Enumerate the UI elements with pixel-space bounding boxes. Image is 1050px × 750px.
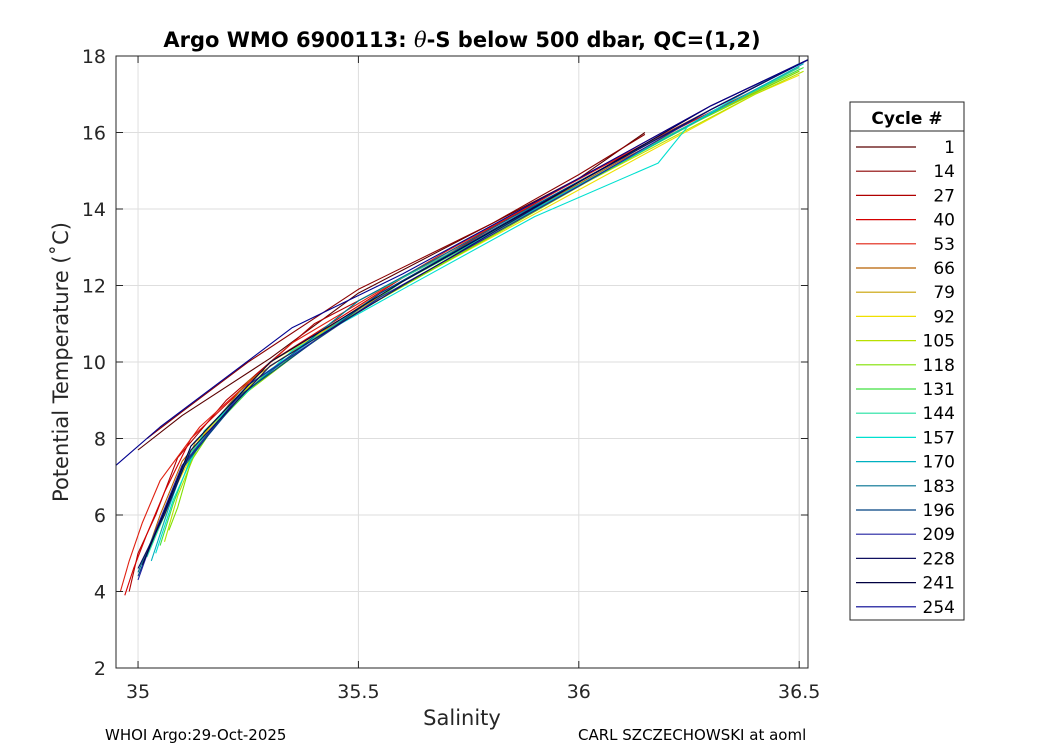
- legend-label-cycle-1: 1: [944, 138, 955, 158]
- series-line-cycle-53: [119, 63, 800, 592]
- legend-label-cycle-209: 209: [923, 525, 955, 545]
- y-axis-label: Potential Temperature (˚C): [49, 222, 73, 502]
- y-tick-label: 14: [82, 199, 106, 221]
- legend-label-cycle-79: 79: [933, 283, 955, 303]
- legend-label-cycle-105: 105: [923, 332, 955, 352]
- legend: Cycle # 1 14 27 40 53 66 79 92 105 118 131 144 157 17…: [849, 101, 965, 621]
- title-theta: θ: [414, 28, 427, 52]
- legend-label-cycle-228: 228: [923, 549, 955, 569]
- legend-label-cycle-66: 66: [933, 259, 955, 279]
- footer-left: WHOI Argo:29-Oct-2025: [105, 726, 286, 744]
- title-suffix: -S below 500 dbar, QC=(1,2): [427, 28, 761, 52]
- series-group: [115, 59, 809, 596]
- x-tick-label: 35.5: [337, 681, 379, 703]
- y-tick-label: 6: [94, 505, 106, 527]
- x-tick-label: 36: [567, 681, 591, 703]
- y-tick-label: 10: [82, 352, 106, 374]
- footer-right: CARL SZCZECHOWSKI at aoml: [578, 726, 806, 744]
- legend-label-cycle-144: 144: [923, 404, 955, 424]
- legend-label-cycle-241: 241: [923, 574, 955, 594]
- grid-lines: [116, 55, 808, 669]
- y-tick-label: 8: [94, 429, 106, 451]
- series-line-cycle-14: [146, 133, 646, 439]
- legend-label-cycle-131: 131: [923, 380, 955, 400]
- series-line-cycle-209: [137, 59, 809, 581]
- series-line-cycle-241: [141, 59, 809, 565]
- x-tick-label: 36.5: [778, 681, 820, 703]
- legend-label-cycle-170: 170: [923, 453, 955, 473]
- legend-label-cycle-14: 14: [933, 162, 955, 182]
- legend-entries: 1 14 27 40 53 66 79 92 105 118 131 144 157 170 183 196 2…: [856, 138, 955, 618]
- legend-label-cycle-254: 254: [923, 598, 955, 618]
- legend-label-cycle-92: 92: [933, 307, 955, 327]
- series-line-cycle-157: [155, 63, 800, 554]
- series-line-cycle-254: [115, 59, 809, 466]
- legend-label-cycle-118: 118: [923, 356, 955, 376]
- x-axis-label: Salinity: [423, 706, 501, 730]
- series-line-cycle-228: [137, 59, 809, 569]
- y-tick-label: 16: [82, 123, 106, 145]
- title-prefix: Argo WMO 6900113:: [163, 28, 414, 52]
- x-tick-label: 35: [126, 681, 150, 703]
- legend-label-cycle-196: 196: [923, 501, 955, 521]
- legend-label-cycle-53: 53: [933, 235, 955, 255]
- axis-ticks: 35 35.5 36 36.5 2 4 6 8 10 12 14 16 18: [82, 46, 821, 703]
- y-tick-label: 18: [82, 46, 106, 68]
- legend-title: Cycle #: [871, 109, 942, 129]
- chart-title: Argo WMO 6900113: θ-S below 500 dbar, QC…: [163, 28, 760, 52]
- legend-label-cycle-40: 40: [933, 211, 955, 231]
- legend-label-cycle-157: 157: [923, 428, 955, 448]
- legend-label-cycle-27: 27: [933, 186, 955, 206]
- y-tick-label: 4: [94, 582, 106, 604]
- y-tick-label: 12: [82, 276, 106, 298]
- legend-label-cycle-183: 183: [923, 477, 955, 497]
- y-tick-label: 2: [94, 658, 106, 680]
